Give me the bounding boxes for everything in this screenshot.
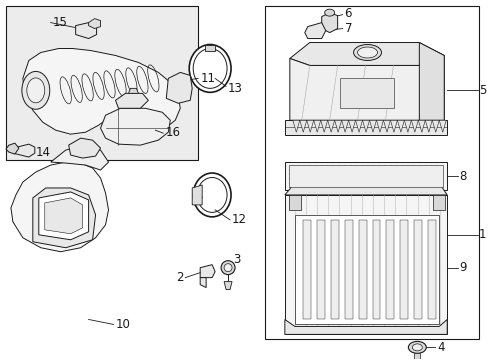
Polygon shape (387, 220, 394, 319)
Ellipse shape (325, 9, 335, 16)
Ellipse shape (197, 177, 227, 212)
Polygon shape (100, 108, 171, 145)
Polygon shape (428, 220, 436, 319)
Polygon shape (285, 183, 447, 195)
Polygon shape (51, 145, 108, 170)
Polygon shape (295, 215, 439, 324)
Text: 13: 13 (228, 82, 243, 95)
Polygon shape (400, 220, 408, 319)
Ellipse shape (193, 173, 231, 217)
Polygon shape (317, 220, 325, 319)
Polygon shape (425, 120, 432, 132)
Polygon shape (290, 42, 444, 78)
Polygon shape (419, 42, 444, 120)
Polygon shape (224, 282, 232, 289)
Ellipse shape (193, 49, 227, 88)
Polygon shape (439, 120, 446, 132)
Polygon shape (372, 220, 380, 319)
Polygon shape (285, 319, 447, 334)
Bar (265, 6, 479, 339)
Text: 16: 16 (165, 126, 180, 139)
Polygon shape (200, 265, 215, 278)
Text: 6: 6 (344, 7, 352, 20)
Polygon shape (285, 195, 447, 334)
Polygon shape (69, 138, 100, 158)
Polygon shape (340, 78, 394, 108)
Polygon shape (45, 198, 83, 234)
Polygon shape (300, 120, 307, 132)
Text: 2: 2 (176, 271, 183, 284)
Polygon shape (412, 120, 418, 132)
Text: 14: 14 (36, 145, 51, 159)
Polygon shape (200, 278, 206, 288)
Polygon shape (331, 220, 339, 319)
Polygon shape (303, 220, 311, 319)
Polygon shape (376, 120, 384, 132)
Text: 8: 8 (459, 170, 466, 183)
Polygon shape (432, 120, 439, 132)
Text: 12: 12 (232, 213, 247, 226)
Ellipse shape (354, 45, 382, 60)
Polygon shape (289, 195, 301, 210)
Polygon shape (404, 120, 412, 132)
Polygon shape (342, 120, 348, 132)
Polygon shape (39, 192, 89, 240)
Polygon shape (13, 144, 35, 157)
Polygon shape (328, 120, 335, 132)
Polygon shape (89, 19, 100, 28)
Polygon shape (335, 120, 342, 132)
Polygon shape (314, 120, 321, 132)
Polygon shape (289, 165, 443, 187)
Ellipse shape (413, 344, 422, 351)
Ellipse shape (408, 341, 426, 353)
Polygon shape (369, 120, 376, 132)
Polygon shape (433, 195, 445, 210)
Polygon shape (6, 143, 19, 154)
Polygon shape (356, 120, 363, 132)
Polygon shape (397, 120, 404, 132)
Polygon shape (290, 58, 444, 120)
Polygon shape (391, 120, 397, 132)
Text: 15: 15 (53, 16, 68, 29)
Text: 4: 4 (437, 341, 445, 354)
Text: 3: 3 (233, 253, 241, 266)
Polygon shape (321, 120, 328, 132)
Polygon shape (384, 120, 391, 132)
Polygon shape (293, 120, 300, 132)
Ellipse shape (189, 45, 231, 92)
Polygon shape (116, 93, 148, 108)
Bar (6, 6, 198, 160)
Ellipse shape (221, 261, 235, 275)
Polygon shape (344, 220, 353, 319)
Text: 11: 11 (200, 72, 215, 85)
Polygon shape (307, 120, 314, 132)
Polygon shape (305, 23, 326, 39)
Polygon shape (166, 72, 192, 103)
Polygon shape (285, 162, 447, 190)
Polygon shape (363, 120, 369, 132)
Polygon shape (285, 120, 447, 135)
Text: 10: 10 (116, 318, 130, 331)
Polygon shape (205, 45, 215, 50)
Polygon shape (75, 23, 97, 39)
Text: 5: 5 (479, 84, 487, 97)
Polygon shape (348, 120, 356, 132)
Polygon shape (33, 188, 96, 248)
Ellipse shape (27, 78, 45, 103)
Text: 1: 1 (479, 228, 487, 241)
Polygon shape (322, 13, 338, 32)
Polygon shape (415, 353, 420, 359)
Ellipse shape (224, 264, 232, 272)
Polygon shape (23, 49, 180, 134)
Polygon shape (415, 220, 422, 319)
Polygon shape (128, 88, 138, 93)
Ellipse shape (22, 71, 50, 109)
Polygon shape (11, 162, 108, 252)
Polygon shape (359, 220, 367, 319)
Ellipse shape (358, 47, 377, 58)
Polygon shape (192, 185, 202, 205)
Text: 9: 9 (459, 261, 466, 274)
Polygon shape (418, 120, 425, 132)
Text: 7: 7 (344, 22, 352, 35)
